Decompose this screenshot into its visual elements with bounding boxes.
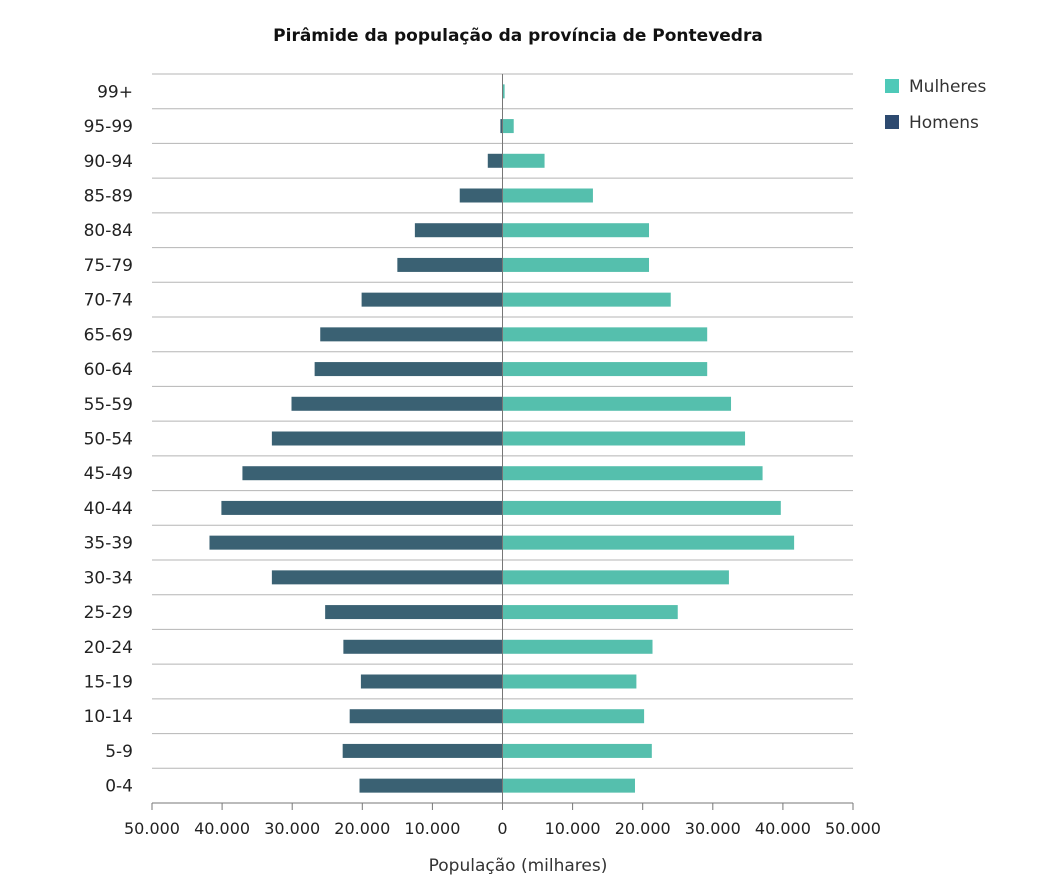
bar-mulheres-65-69	[502, 327, 708, 342]
bar-mulheres-99+	[502, 84, 505, 99]
bar-homens-50-54	[271, 431, 503, 446]
category-label: 55-59	[84, 395, 133, 415]
category-label: 25-29	[84, 603, 133, 623]
bar-mulheres-20-24	[502, 639, 653, 654]
x-tick-label: 20.000	[615, 819, 671, 838]
x-tick-label: 30.000	[685, 819, 741, 838]
bar-mulheres-70-74	[502, 292, 671, 307]
category-label: 30-34	[84, 568, 133, 588]
bar-mulheres-5-9	[502, 743, 652, 758]
bar-mulheres-75-79	[502, 257, 650, 272]
x-tick-label: 30.000	[264, 819, 320, 838]
legend: Mulheres Homens	[885, 77, 986, 133]
legend-swatch	[885, 115, 899, 129]
bars	[209, 84, 795, 793]
legend-label: Homens	[909, 113, 979, 133]
category-label: 0-4	[105, 777, 133, 797]
bar-mulheres-10-14	[502, 709, 645, 724]
bar-mulheres-95-99	[502, 119, 514, 134]
x-axis-title: População (milhares)	[429, 856, 608, 876]
category-label: 45-49	[84, 464, 133, 484]
bar-homens-75-79	[397, 257, 503, 272]
category-label: 50-54	[84, 430, 133, 450]
x-tick-label: 40.000	[755, 819, 811, 838]
x-tick-label: 50.000	[825, 819, 881, 838]
category-label: 15-19	[84, 673, 133, 693]
bar-homens-20-24	[343, 639, 503, 654]
bar-mulheres-60-64	[502, 362, 708, 377]
category-label: 99+	[97, 82, 133, 102]
bar-homens-35-39	[209, 535, 503, 550]
bar-homens-90-94	[487, 153, 503, 168]
bar-homens-15-19	[360, 674, 503, 689]
x-tick-label: 20.000	[334, 819, 390, 838]
legend-label: Mulheres	[909, 77, 986, 97]
bar-mulheres-35-39	[502, 535, 795, 550]
bar-homens-25-29	[325, 605, 503, 620]
bar-mulheres-25-29	[502, 605, 678, 620]
category-label: 80-84	[84, 221, 133, 241]
axes	[151, 74, 854, 810]
bar-homens-0-4	[359, 778, 503, 793]
bar-homens-5-9	[342, 743, 503, 758]
x-tick-label: 10.000	[404, 819, 460, 838]
category-label: 95-99	[84, 117, 133, 137]
category-label: 10-14	[84, 707, 133, 727]
bar-homens-65-69	[320, 327, 503, 342]
bar-homens-30-34	[271, 570, 503, 585]
bar-homens-45-49	[242, 466, 503, 481]
bar-mulheres-55-59	[502, 396, 732, 411]
category-label: 60-64	[84, 360, 133, 380]
category-label: 5-9	[105, 742, 133, 762]
x-tick-labels: 50.000 40.000 30.000 20.000 10.000 0 10.000 20.…	[124, 819, 881, 838]
category-label: 65-69	[84, 325, 133, 345]
bar-homens-80-84	[414, 223, 503, 238]
bar-mulheres-30-34	[502, 570, 729, 585]
bar-mulheres-45-49	[502, 466, 763, 481]
category-label: 40-44	[84, 499, 133, 519]
bar-mulheres-15-19	[502, 674, 637, 689]
legend-swatch	[885, 79, 899, 93]
category-labels: 99+ 95-99 90-94 85-89 80-84 75-79 70-74 65-69 60…	[84, 82, 133, 796]
bar-mulheres-90-94	[502, 153, 545, 168]
bar-homens-70-74	[361, 292, 503, 307]
bar-homens-95-99	[500, 119, 503, 134]
bar-mulheres-0-4	[502, 778, 635, 793]
category-label: 90-94	[84, 152, 133, 172]
bar-mulheres-50-54	[502, 431, 746, 446]
category-label: 85-89	[84, 187, 133, 207]
x-tick-label: 10.000	[545, 819, 601, 838]
bar-homens-85-89	[459, 188, 503, 203]
category-label: 75-79	[84, 256, 133, 276]
chart-title: Pirâmide da população da província de Po…	[273, 26, 763, 46]
bar-homens-60-64	[314, 362, 503, 377]
bar-mulheres-40-44	[502, 500, 781, 515]
x-tick-label: 40.000	[194, 819, 250, 838]
category-label: 20-24	[84, 638, 133, 658]
bar-homens-55-59	[291, 396, 503, 411]
category-label: 70-74	[84, 291, 133, 311]
bar-homens-10-14	[349, 709, 503, 724]
bar-mulheres-80-84	[502, 223, 650, 238]
bar-homens-40-44	[221, 500, 503, 515]
x-tick-label: 50.000	[124, 819, 180, 838]
bar-mulheres-85-89	[502, 188, 593, 203]
x-tick-label: 0	[497, 819, 507, 838]
category-label: 35-39	[84, 534, 133, 554]
